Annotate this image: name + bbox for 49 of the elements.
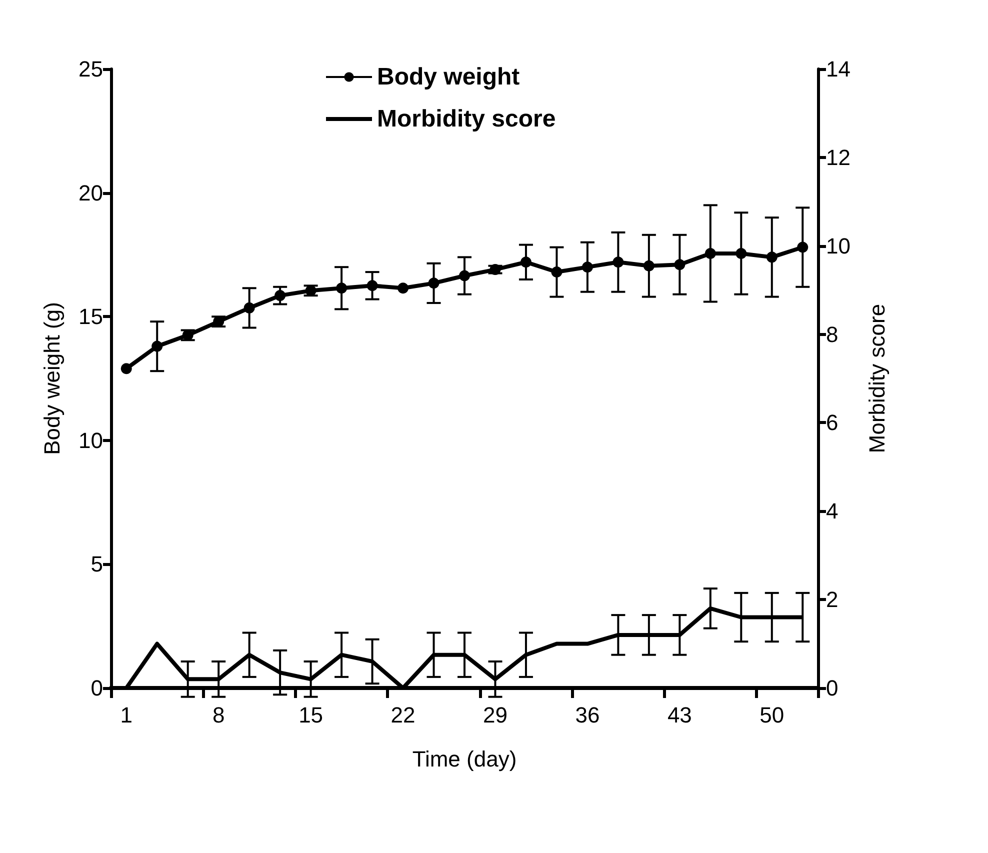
y2-tick-label: 14	[826, 56, 850, 82]
point	[612, 256, 624, 268]
y-tick-label: 10	[78, 428, 103, 453]
point	[582, 262, 593, 273]
point	[459, 270, 470, 282]
point	[643, 260, 654, 272]
point	[244, 302, 255, 314]
point	[797, 242, 808, 253]
y2-tick-label: 6	[826, 410, 838, 436]
point	[366, 280, 378, 292]
point	[336, 282, 348, 294]
point	[766, 252, 778, 263]
x-tick-label: 15	[298, 702, 324, 728]
y2-tick-label: 8	[826, 322, 838, 347]
x-tick-label: 36	[575, 702, 600, 728]
y-axis-title: Body weight (g)	[40, 302, 64, 455]
y-tick-label: 15	[78, 304, 103, 330]
point	[428, 278, 440, 289]
point	[704, 248, 716, 259]
y2-tick-label: 12	[826, 144, 850, 170]
y-tick-label: 5	[90, 552, 103, 577]
x-tick-label: 1	[120, 702, 132, 728]
y2-tick-label: 10	[826, 233, 850, 258]
y2-tick-label: 2	[826, 587, 838, 612]
point	[520, 256, 532, 268]
x-axis-title: Time (day)	[412, 746, 517, 772]
x-tick-label: 43	[667, 702, 692, 728]
point	[152, 340, 163, 352]
y-tick-label: 25	[78, 56, 103, 82]
legend-label: Morbidity score	[377, 106, 556, 132]
y2-axis-title: Morbidity score	[864, 304, 890, 454]
y2-tick-label: 0	[826, 676, 838, 700]
point	[120, 363, 132, 374]
x-tick-label: 29	[482, 702, 508, 728]
x-tick-label: 8	[212, 702, 225, 728]
y-tick-label: 20	[78, 180, 103, 206]
point	[551, 266, 562, 278]
point	[490, 264, 501, 276]
x-tick-label: 50	[760, 702, 784, 728]
point	[398, 282, 409, 294]
x-tick-label: 22	[390, 702, 416, 728]
point	[182, 330, 194, 341]
point	[274, 290, 286, 302]
y2-tick-label: 4	[826, 498, 838, 524]
point	[305, 285, 316, 296]
y-tick-label: 0	[90, 676, 103, 700]
point	[674, 259, 686, 270]
legend-label: Body weight	[377, 64, 520, 90]
point	[736, 248, 747, 259]
